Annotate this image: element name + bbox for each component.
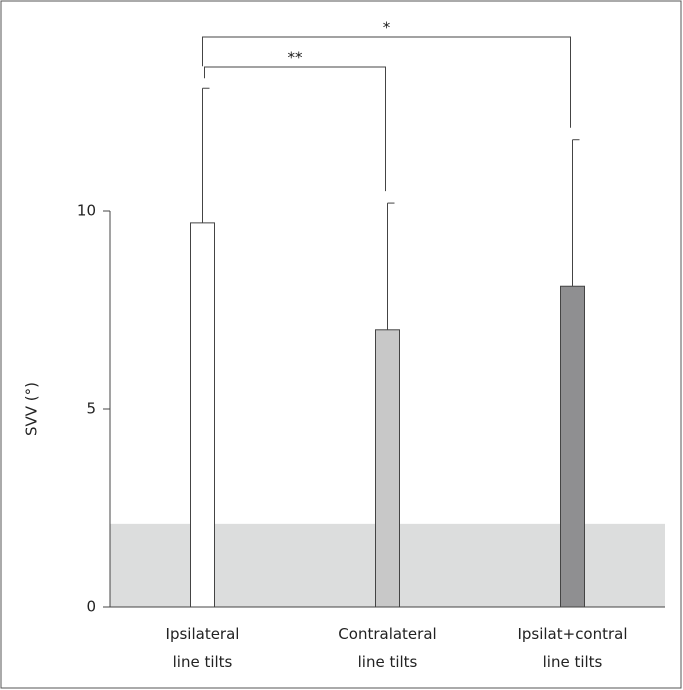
significance-label: ** bbox=[288, 49, 304, 67]
x-tick-label-line: Ipsilateral bbox=[166, 625, 240, 643]
x-tick-label: Contralateral line tilts bbox=[338, 625, 436, 671]
bar bbox=[190, 222, 215, 608]
x-tick-label-line: line tilts bbox=[543, 653, 603, 671]
bar bbox=[560, 285, 585, 608]
x-tick-label-line: Ipsilat+contral bbox=[517, 625, 627, 643]
x-tick-label-line: Contralateral bbox=[338, 625, 436, 643]
bar bbox=[375, 329, 400, 608]
significance-bracket bbox=[202, 36, 571, 128]
y-axis-label: SVV (°) bbox=[23, 382, 41, 436]
x-tick-label-line: line tilts bbox=[173, 653, 233, 671]
x-tick-label: Ipsilateral line tilts bbox=[166, 625, 240, 671]
significance-label: * bbox=[383, 19, 391, 37]
y-tick-label: 5 bbox=[86, 400, 96, 418]
y-tick-label: 10 bbox=[77, 202, 96, 220]
x-tick-label: Ipsilat+contral line tilts bbox=[517, 625, 627, 671]
x-tick-label-line: line tilts bbox=[358, 653, 418, 671]
y-tick-label: 0 bbox=[86, 598, 96, 616]
significance-bracket bbox=[204, 66, 386, 192]
